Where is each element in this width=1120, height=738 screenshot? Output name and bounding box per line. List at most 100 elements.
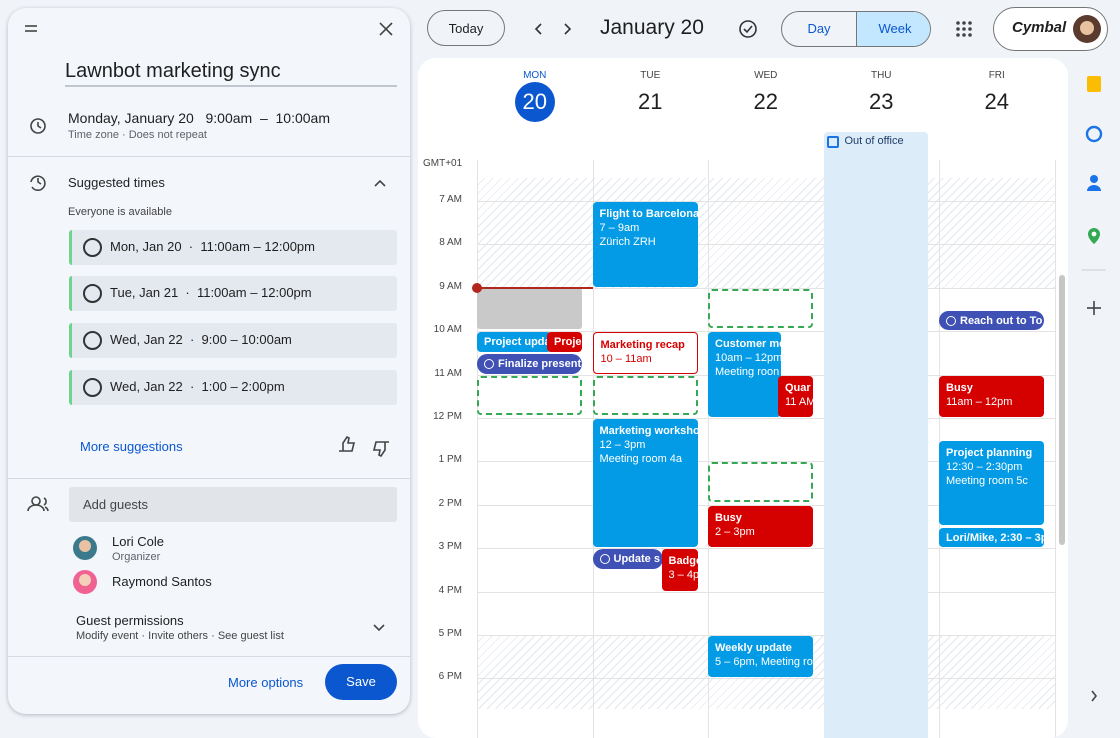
event[interactable]: Marketing recap 10 – 11am [592, 332, 698, 374]
event-title: Lori/Mike, 2:30 – 3p [946, 531, 1044, 544]
save-button[interactable]: Save [325, 664, 397, 700]
event-title: Busy [715, 511, 742, 524]
hour-label: 5 PM [438, 628, 462, 639]
task-icon [946, 315, 956, 326]
more-options-button[interactable]: More options [228, 675, 304, 690]
event-detail: 11am – 12pm [946, 395, 1013, 408]
day-number[interactable]: 22 [753, 89, 778, 114]
event-detail: 3 – 4p [668, 569, 698, 582]
suggested-title: Suggested times [68, 175, 165, 190]
event[interactable]: Flight to Barcelona 7 – 9am Zürich ZRH [592, 202, 698, 287]
out-of-office-label: Out of office [844, 135, 904, 147]
radio [83, 378, 102, 397]
suggestion-text: Mon, Jan 20 · 11:00am – 12:00pm [110, 239, 315, 254]
event[interactable]: Badge3 – 4p [661, 549, 698, 591]
suggestion-option[interactable]: Tue, Jan 21 · 11:00am – 12:00pm [69, 276, 397, 311]
hour-label: 12 PM [433, 411, 462, 422]
day-number[interactable]: 21 [638, 89, 663, 114]
event[interactable]: Project planning 12:30 – 2:30pm Meeting ro… [939, 440, 1044, 526]
suggested-slot[interactable] [592, 375, 698, 415]
event-title: Finalize presenta [498, 357, 582, 370]
permissions-title[interactable]: Guest permissions [76, 613, 184, 628]
hour-line [477, 635, 1055, 636]
hour-label: 6 PM [438, 671, 462, 683]
current-time-dot [472, 282, 482, 293]
permissions-summary: Modify event · Invite others · See guest… [76, 630, 284, 642]
event-datetime[interactable]: Monday, January 20 9:00am – 10:00am [68, 110, 331, 126]
suggested-slot[interactable] [708, 288, 813, 329]
event[interactable]: Marketing worksho 12 – 3pm Meeting room 4a [592, 419, 698, 548]
event[interactable]: Finalize presenta [477, 353, 582, 374]
event-title: Update s [613, 553, 660, 566]
suggestion-option[interactable]: Mon, Jan 20 · 11:00am – 12:00pm [69, 230, 397, 265]
hour-label: 3 PM [438, 541, 462, 553]
event-title: Marketing worksho [599, 425, 698, 437]
hour-line [477, 201, 1055, 202]
event-detail: Meeting roon [715, 366, 780, 379]
divider [8, 478, 410, 479]
suggested-slot[interactable] [477, 375, 582, 415]
event-title: Reach out to To [960, 314, 1043, 327]
hour-label: 1 PM [438, 454, 462, 466]
event-detail: 5 – 6pm, Meeting ro [715, 656, 813, 668]
availability: Everyone is available [68, 206, 172, 218]
divider [8, 656, 410, 657]
radio [83, 331, 102, 350]
today-button[interactable]: Today [427, 10, 505, 46]
event[interactable]: Busy 11am – 12pm [939, 375, 1044, 417]
side-rail [1082, 76, 1106, 702]
hour-label: 9 AM [439, 280, 462, 292]
event-detail: 2 – 3pm [715, 525, 755, 538]
event-title: Quar [785, 381, 811, 394]
calendar-grid: MON 20 TUE 21 WED 22 THU 23 FRI 24 GMT+01 7 AM 8 AM 9… [418, 58, 1068, 738]
hour-line [477, 244, 1055, 246]
scrollbar[interactable] [1059, 275, 1065, 545]
suggestion-option[interactable]: Wed, Jan 22 · 1:00 – 2:00pm [69, 370, 397, 405]
hour-label: 7 AM [439, 194, 462, 205]
suggestion-text: Wed, Jan 22 · 9:00 – 10:00am [110, 332, 292, 347]
day-number[interactable]: 20 [514, 82, 555, 122]
off-hours [477, 178, 1055, 288]
hour-line [477, 591, 1055, 593]
event[interactable]: Quar 11 AM [778, 375, 813, 417]
hour-label: 10 AM [433, 324, 462, 336]
radio [83, 238, 102, 257]
suggestion-text: Wed, Jan 22 · 1:00 – 2:00pm [110, 379, 285, 394]
add-guests-placeholder: Add guests [83, 497, 149, 512]
day-number[interactable]: 24 [984, 89, 1009, 114]
event-detail: Meeting room 4a [599, 453, 683, 465]
more-suggestions[interactable]: More suggestions [80, 439, 183, 454]
view-button[interactable]: Week [856, 12, 930, 46]
event-title: Badge [668, 555, 698, 568]
event[interactable]: Proje [547, 332, 582, 352]
event[interactable]: Weekly update 5 – 6pm, Meeting ro [708, 636, 813, 678]
guest-role: Organizer [112, 551, 161, 563]
weekday: FRI [988, 70, 1005, 81]
event[interactable]: Lori/Mike, 2:30 – 3p [939, 527, 1044, 548]
event[interactable]: Project upda [477, 332, 551, 352]
column-line [1054, 160, 1056, 738]
column-line [708, 160, 709, 738]
add-guests-field[interactable] [69, 487, 397, 522]
event-detail: 12:30 – 2:30pm [946, 460, 1023, 473]
event[interactable]: Busy 2 – 3pm [708, 505, 813, 548]
event-panel: Lawnbot marketing sync Monday, January 2… [8, 8, 410, 714]
event-title: Project planning [946, 446, 1033, 459]
new-event-block [477, 287, 582, 330]
suggestion-text: Tue, Jan 21 · 11:00am – 12:00pm [110, 285, 312, 300]
event[interactable]: Update s [592, 549, 663, 569]
view-button[interactable]: Day [807, 21, 831, 36]
suggested-slot[interactable] [708, 462, 813, 502]
event-title[interactable]: Lawnbot marketing sync [65, 60, 281, 82]
event-detail: Zürich ZRH [599, 236, 656, 248]
event[interactable]: Customer me 10am – 12pm Meeting roon [708, 332, 781, 417]
event[interactable]: Reach out to To [939, 310, 1044, 331]
hour-label: 4 PM [438, 584, 462, 596]
event-detail: 7 – 9am [599, 222, 640, 234]
day-number[interactable]: 23 [869, 89, 894, 114]
hour-line [477, 504, 1055, 506]
event-title: Marketing recap [600, 339, 685, 352]
page: Lawnbot marketing sync Monday, January 2… [8, 7, 1108, 738]
event-recurrence[interactable]: Time zone · Does not repeat [68, 129, 207, 141]
suggestion-option[interactable]: Wed, Jan 22 · 9:00 – 10:00am [69, 323, 397, 358]
